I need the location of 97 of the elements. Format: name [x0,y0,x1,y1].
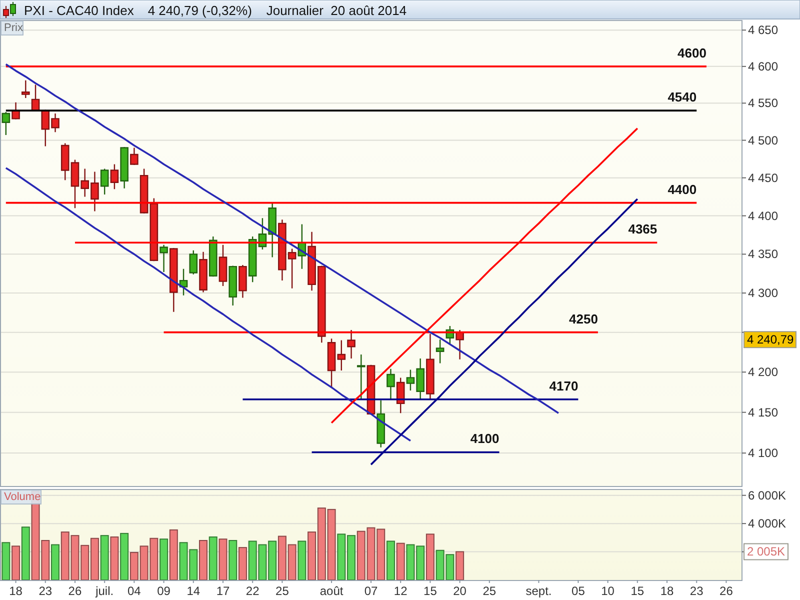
candlestick [179,268,188,296]
text: 2 005K [747,544,786,559]
annotation: 4400 [668,182,697,197]
candlestick [199,251,208,293]
annotation: 4365 [628,222,658,237]
candlestick [130,147,138,166]
candlestick [248,236,257,283]
x-tick-label: 26 [68,584,82,598]
x-tick-label: 25 [482,584,496,598]
y-tick-label: 4 650 [748,23,778,38]
x-tick-label: août [320,584,344,598]
x-tick-label: 15 [424,584,438,598]
y-tick-label: 4 100 [748,446,778,460]
x-tick-label: 23 [690,584,704,598]
candlestick [31,84,40,112]
x-tick-label: 26 [720,584,734,598]
y-axis-title: Volume [4,491,41,503]
annotation: 4170 [549,378,578,394]
y-tick-label: 4 350 [748,247,778,262]
x-tick-label: 25 [276,584,290,598]
bar [100,535,109,580]
y-tick-label: 4 150 [748,405,778,420]
y-tick-label: 4 600 [748,59,778,74]
x-tick-label: 18 [660,584,674,598]
chart-title: PXI - CAC40 Index [24,2,134,18]
annotation: 4250 [569,311,598,326]
bar [298,540,306,580]
bar [228,540,238,580]
chart-subtitle: 4 240,79 (-0,32%) Journalier 20 août 2014 [148,2,407,18]
candlestick [110,164,119,190]
y-tick-label: 4 450 [748,170,778,185]
bar [386,540,395,580]
candlestick [436,338,444,364]
candlestick [2,111,10,136]
text: 4 240,79 [747,332,794,347]
bar [160,538,168,580]
bar [456,551,464,580]
bar [2,542,10,580]
y-tick-label: 4 300 [748,286,778,300]
y-tick-label: 4 400 [748,208,778,223]
y-tick-label: 6 000K [748,488,786,502]
candlestick [150,198,158,262]
bar [21,526,30,580]
annotation: 4600 [678,45,706,60]
candlestick [426,333,434,400]
candlestick [140,168,148,214]
candlestick [208,236,218,278]
bar [12,546,20,580]
x-tick-label: juil. [94,584,114,598]
x-tick-label: 22 [246,584,260,598]
candlestick [120,146,128,190]
candlestick [100,168,109,196]
candlestick [22,80,30,99]
bar [110,536,119,580]
annotation: 4540 [668,90,697,105]
y-tick-label: 4 000K [748,516,786,531]
x-tick-label: 12 [394,584,408,598]
candlestick [456,329,464,360]
candlestick [218,244,228,287]
candlestick [170,247,178,312]
x-tick-label: 20 [453,584,467,598]
bar [208,536,218,580]
bar [169,529,178,580]
candlestick [356,354,366,400]
bar [120,532,129,580]
y-tick-label: 4 550 [748,96,778,110]
x-tick-label: sept. [526,584,552,598]
x-tick-label: 17 [216,584,230,598]
x-tick-label: 18 [9,584,23,598]
x-tick-label: 05 [572,584,586,598]
x-tick-label: 07 [364,584,378,598]
y-tick-label: 4 500 [748,133,778,148]
candlestick [189,250,198,275]
candlestick [376,400,386,448]
candlestick [238,264,247,298]
candlestick [347,329,356,360]
candlestick [396,377,405,414]
x-tick-label: 09 [157,584,171,598]
candlestick [12,102,20,120]
x-tick-label: 23 [38,584,52,598]
bar [426,534,434,580]
x-tick-label: 14 [186,584,200,598]
annotation: 4100 [470,431,500,446]
bar [238,547,247,580]
bar [396,542,405,580]
bar [218,538,228,580]
y-axis-title: Prix [4,22,24,34]
candlestick [228,265,238,306]
x-tick-label: 15 [630,584,644,598]
candlestick [160,244,168,273]
y-tick-label: 4 200 [748,365,778,380]
x-tick-label: 04 [128,584,142,598]
bar [51,544,60,580]
candlestick [386,368,395,400]
bar [199,540,208,580]
x-tick-label: 10 [601,584,615,598]
line-series [5,167,412,442]
